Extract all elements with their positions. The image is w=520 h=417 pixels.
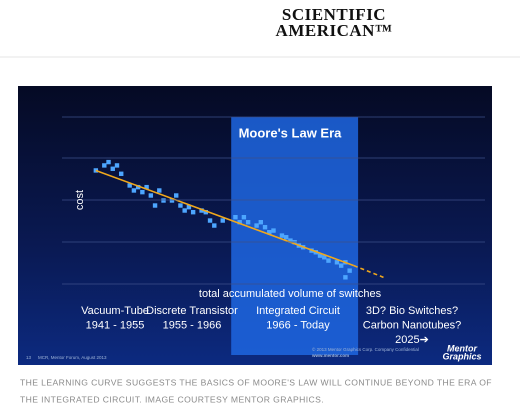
point bbox=[131, 188, 137, 193]
chart-title: Moore's Law Era bbox=[239, 125, 343, 140]
era-label: 2025➔ bbox=[395, 334, 429, 346]
era-highlight bbox=[231, 117, 359, 355]
logo[interactable]: AMERICAN™ bbox=[276, 21, 393, 40]
point bbox=[334, 260, 340, 265]
era-label: Vacuum-Tube bbox=[81, 305, 149, 317]
point bbox=[148, 193, 154, 198]
copyright: © 2013 Mentor Graphics Corp. Company Con… bbox=[312, 346, 419, 352]
brand: Mentor bbox=[447, 343, 477, 353]
point bbox=[347, 268, 352, 273]
point bbox=[245, 220, 251, 225]
caption: THE INTEGRATED CIRCUIT. IMAGE COURTESY M… bbox=[20, 394, 324, 404]
point bbox=[326, 258, 331, 263]
point bbox=[220, 218, 225, 223]
point bbox=[169, 198, 175, 203]
point bbox=[178, 203, 183, 208]
era-label: Carbon Nanotubes? bbox=[363, 319, 461, 331]
point bbox=[106, 159, 111, 165]
brand: Graphics bbox=[442, 351, 481, 361]
point bbox=[288, 238, 293, 243]
point bbox=[267, 230, 272, 235]
point bbox=[241, 215, 247, 220]
point bbox=[127, 183, 132, 188]
caption: THE LEARNING CURVE SUGGESTS THE BASICS O… bbox=[20, 377, 492, 387]
point bbox=[114, 163, 120, 168]
point bbox=[174, 193, 179, 198]
point bbox=[317, 253, 323, 258]
point bbox=[140, 189, 145, 195]
point bbox=[212, 223, 217, 228]
point bbox=[237, 220, 242, 225]
logo[interactable]: SCIENTIFIC bbox=[282, 5, 386, 24]
era-label: Discrete Transistor bbox=[146, 305, 238, 317]
point bbox=[157, 188, 162, 193]
plot bbox=[93, 117, 384, 355]
point bbox=[182, 208, 187, 213]
era-label: 1955 - 1966 bbox=[163, 319, 222, 331]
y-axis-label: cost bbox=[74, 190, 86, 210]
slide-rules bbox=[62, 116, 485, 285]
point bbox=[233, 215, 238, 220]
url: www.mentor.com bbox=[311, 353, 349, 358]
point bbox=[199, 208, 204, 213]
point bbox=[110, 166, 115, 171]
point bbox=[152, 203, 158, 208]
point bbox=[258, 220, 264, 225]
point bbox=[186, 204, 192, 210]
point bbox=[343, 275, 348, 280]
slide-source: MCR, Mentor Forum, August 2013 bbox=[38, 355, 107, 360]
point bbox=[144, 184, 149, 190]
point bbox=[271, 228, 276, 233]
point bbox=[135, 184, 141, 190]
era-label: 1966 - Today bbox=[266, 319, 330, 331]
point bbox=[207, 218, 213, 223]
trend-line bbox=[353, 264, 384, 279]
point bbox=[254, 223, 259, 228]
point bbox=[190, 209, 196, 215]
era-label: Integrated Circuit bbox=[256, 305, 340, 317]
slide-number: 13 bbox=[26, 355, 32, 360]
point bbox=[338, 263, 344, 268]
point bbox=[102, 163, 107, 168]
x-axis-label: total accumulated volume of switches bbox=[199, 288, 382, 300]
point bbox=[283, 235, 289, 240]
point bbox=[203, 209, 209, 215]
point bbox=[119, 171, 124, 176]
point bbox=[161, 198, 166, 203]
trend-line bbox=[95, 169, 355, 267]
era-label: 3D? Bio Switches? bbox=[366, 305, 458, 317]
point bbox=[279, 233, 285, 238]
era-label: 1941 - 1955 bbox=[86, 319, 145, 331]
point bbox=[262, 225, 268, 230]
point bbox=[322, 255, 327, 260]
